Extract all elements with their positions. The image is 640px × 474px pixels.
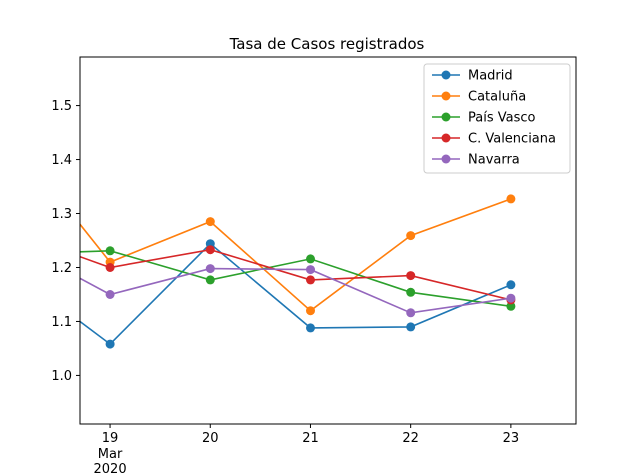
legend-entry: País Vasco [432, 111, 536, 126]
x-tick-label: 20 [202, 431, 219, 446]
legend-label: País Vasco [468, 111, 536, 126]
data-point [306, 265, 315, 275]
data-point [506, 293, 516, 303]
legend-marker [441, 70, 451, 80]
data-point [205, 275, 215, 285]
series-layer [80, 194, 516, 349]
data-point [506, 301, 516, 311]
data-point [205, 217, 215, 227]
data-point [406, 308, 416, 318]
legend-marker [441, 133, 451, 143]
legend-label: Cataluña [468, 90, 526, 105]
y-tick-label: 1.4 [51, 153, 72, 168]
data-point [205, 245, 215, 255]
series-line [80, 267, 512, 314]
data-point [506, 280, 516, 290]
legend-label: Navarra [468, 153, 520, 168]
y-tick-label: 1.3 [51, 207, 72, 222]
legend-marker [441, 154, 451, 164]
legend-entry: Navarra [432, 153, 520, 168]
data-point [406, 271, 416, 281]
x-tick-sublabel: 2020 [94, 462, 127, 474]
data-point [506, 194, 516, 204]
plot-frame [79, 56, 577, 425]
data-point [406, 322, 416, 332]
x-tick-label: 21 [302, 431, 319, 446]
data-point [406, 231, 416, 241]
legend-marker [441, 112, 451, 122]
series-line [80, 198, 512, 312]
data-point [306, 306, 315, 316]
data-point [306, 323, 315, 333]
series-0 [80, 239, 516, 349]
data-point [105, 263, 115, 272]
data-point [105, 339, 115, 349]
chart-title: Tasa de Casos registrados [229, 35, 425, 53]
data-point [306, 275, 315, 285]
legend-label: Madrid [468, 69, 513, 84]
data-point [406, 287, 416, 297]
series-2 [80, 246, 516, 311]
legend: Madrid Cataluña País Vasco C. Valenciana Nav… [423, 63, 571, 174]
legend-entry: C. Valenciana [432, 132, 556, 147]
series-line [80, 242, 512, 346]
legend-marker [441, 91, 451, 101]
x-tick-sublabel: Mar [98, 447, 123, 462]
data-point [105, 290, 115, 299]
legend-box [423, 63, 571, 174]
series-line [80, 248, 512, 301]
series-1 [80, 194, 516, 316]
y-tick-label: 1.5 [51, 99, 72, 114]
y-tick-label: 1.0 [51, 369, 72, 384]
legend-label: C. Valenciana [468, 132, 556, 147]
data-point [105, 246, 115, 256]
legend-entry: Madrid [432, 69, 513, 84]
data-point [205, 264, 215, 274]
series-3 [80, 245, 516, 305]
series-4 [80, 264, 516, 318]
y-tick-label: 1.2 [51, 261, 72, 276]
legend-entry: Cataluña [432, 90, 526, 105]
x-tick-label: 19 [102, 431, 119, 446]
y-axis: 1.0 1.1 1.2 1.3 1.4 1.5 [51, 99, 80, 384]
x-tick-label: 23 [503, 431, 520, 446]
x-tick-label: 22 [402, 431, 419, 446]
data-point [306, 254, 315, 264]
y-tick-label: 1.1 [51, 315, 72, 330]
